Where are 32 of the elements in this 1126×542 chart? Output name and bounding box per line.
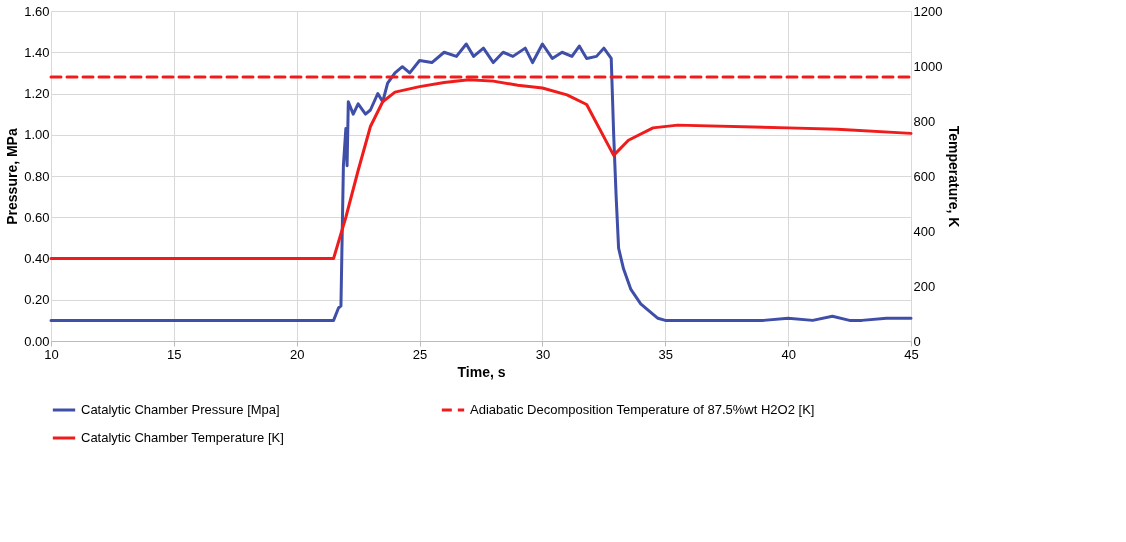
y-tick-label: 0.80	[24, 168, 50, 184]
x-axis-title: Time, s	[457, 363, 506, 380]
y2-tick-label: 400	[913, 223, 936, 239]
line-series	[49, 78, 913, 260]
x-tick-label: 20	[289, 346, 305, 362]
legend-label: Catalytic Chamber Pressure [Mpa]	[81, 402, 280, 417]
y-axis-title: Pressure, MPa	[4, 128, 21, 225]
y2-tick-label: 1000	[913, 58, 943, 74]
x-tick-label: 45	[904, 346, 919, 362]
x-tick-label: 25	[412, 346, 428, 362]
x-tick-label: 40	[781, 346, 796, 362]
y-tick-label: 0.60	[24, 209, 50, 225]
legend-label: Adiabatic Decomposition Temperature of 87.5%wt H2O2 [K]	[470, 402, 815, 417]
y2-tick-label: 800	[913, 113, 936, 129]
y2-tick-label: 600	[913, 168, 936, 184]
y-tick-label: 1.60	[24, 3, 50, 19]
line-series	[49, 42, 913, 322]
x-tick-label: 35	[658, 346, 674, 362]
y-tick-label: 0.20	[24, 292, 50, 308]
x-tick-label: 30	[535, 346, 551, 362]
y-tick-label: 1.00	[24, 127, 50, 143]
y2-tick-label: 0	[913, 333, 921, 349]
x-tick-label: 15	[167, 346, 182, 362]
y-tick-label: 1.40	[24, 44, 50, 60]
y-tick-label: 1.20	[24, 86, 50, 101]
y-tick-label: 0.40	[24, 251, 50, 266]
y2-tick-label: 1200	[913, 3, 943, 19]
y-tick-label: 0.00	[24, 333, 50, 349]
y2-axis-title: Temperature, K	[946, 125, 963, 228]
x-tick-label: 10	[44, 346, 59, 362]
y2-tick-label: 200	[913, 278, 936, 294]
legend-label: Catalytic Chamber Temperature [K]	[81, 430, 284, 445]
